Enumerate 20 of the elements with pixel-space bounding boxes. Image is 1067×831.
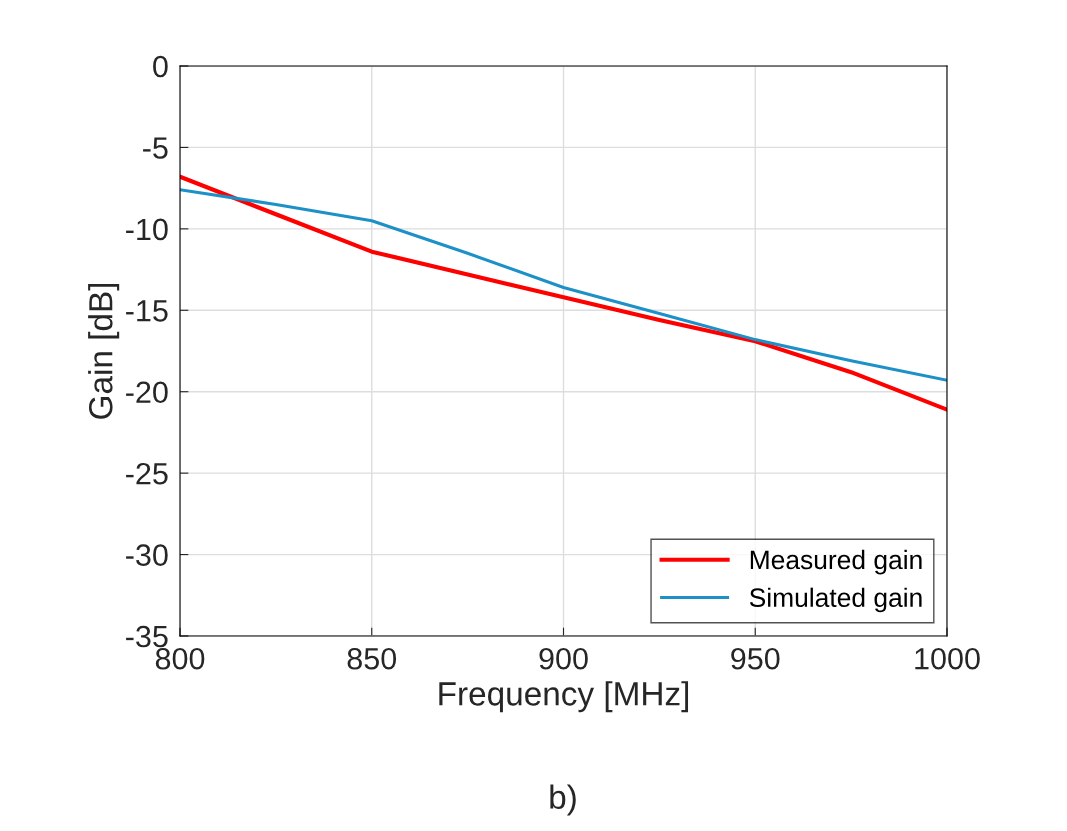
legend-label: Simulated gain (749, 587, 922, 613)
y-tick-label: -15 (126, 300, 168, 322)
y-tick-label: 0 (153, 55, 168, 78)
y-tick-label: -5 (143, 137, 168, 159)
y-tick-label: -30 (126, 544, 168, 566)
x-tick-label: 900 (539, 647, 588, 670)
x-tick-label: 1000 (915, 647, 980, 670)
x-axis-title: Frequency [MHz] (439, 681, 689, 713)
x-tick-label: 800 (155, 647, 205, 670)
y-tick-label: -20 (126, 381, 168, 404)
x-tick-label: 950 (731, 647, 780, 670)
y-axis-title: Gain [dB] (88, 283, 120, 419)
legend-label: Measured gain (750, 549, 922, 575)
y-tick-label: -25 (126, 462, 168, 485)
text: b) (550, 784, 576, 816)
x-tick-label: 850 (347, 647, 397, 670)
y-tick-label: -35 (126, 625, 168, 648)
line-series (180, 188, 947, 382)
y-tick-label: -10 (126, 218, 168, 241)
line-series (180, 174, 947, 412)
